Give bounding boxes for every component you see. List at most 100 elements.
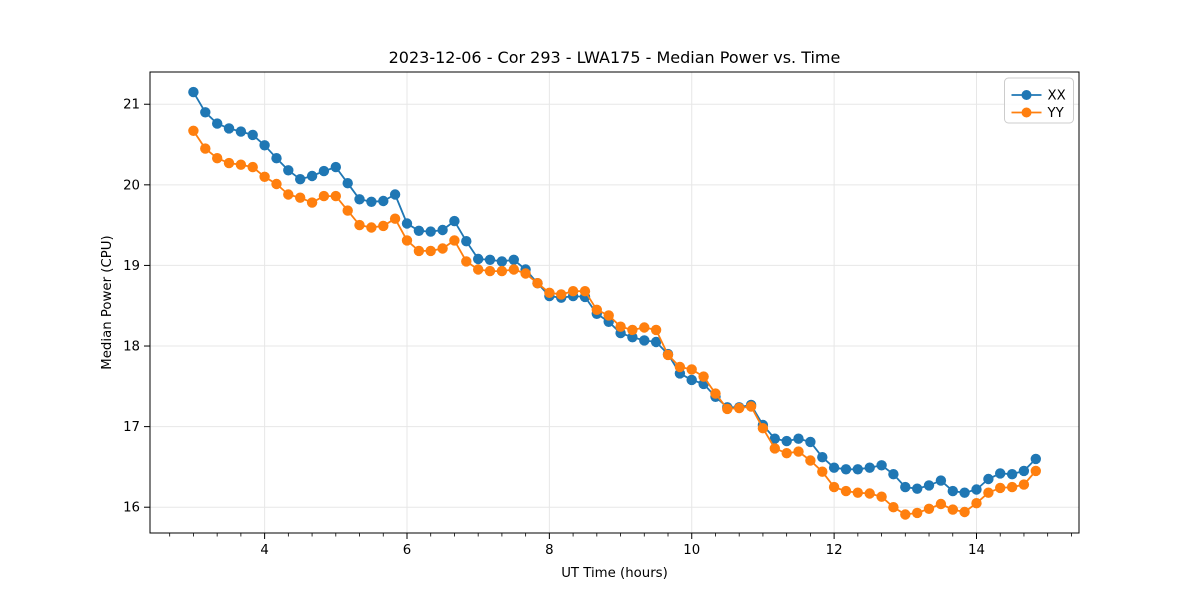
legend-entry-label: YY — [1047, 106, 1065, 121]
data-point-yy — [532, 278, 543, 289]
data-point-yy — [840, 485, 852, 497]
data-point-xx — [425, 226, 436, 237]
data-point-yy — [805, 455, 816, 466]
data-point-yy — [912, 507, 923, 519]
data-point-yy — [437, 243, 448, 254]
data-point-yy — [745, 401, 757, 412]
data-point-yy — [259, 171, 270, 182]
data-point-yy — [639, 322, 650, 333]
data-point-xx — [473, 253, 484, 265]
data-point-yy — [354, 219, 365, 231]
series-xx — [188, 86, 1042, 498]
series-yy — [188, 125, 1042, 520]
data-point-yy — [306, 197, 318, 208]
data-point-xx — [912, 483, 923, 494]
data-point-yy — [852, 487, 863, 498]
data-point-yy — [544, 287, 555, 298]
data-point-xx — [947, 485, 958, 497]
data-point-xx — [259, 140, 270, 151]
axes: 4 6 8 10 12 14 16 17 18 19 20 21 — [123, 71, 1080, 558]
data-point-yy — [603, 310, 614, 321]
data-point-xx — [935, 475, 947, 486]
data-point-yy — [401, 235, 413, 246]
data-point-xx — [354, 194, 365, 205]
data-point-yy — [556, 289, 567, 300]
data-point-xx — [508, 254, 519, 265]
data-point-yy — [200, 143, 211, 154]
data-point-yy — [793, 446, 804, 457]
data-point-xx — [923, 480, 935, 491]
data-point-xx — [247, 129, 258, 141]
data-point-xx — [888, 469, 899, 480]
data-point-xx — [212, 118, 223, 129]
x-tick-label: 8 — [545, 543, 553, 558]
x-tick-label: 4 — [260, 543, 268, 558]
gridlines — [150, 72, 1079, 533]
data-point-yy — [722, 403, 733, 415]
y-axis-label: Median Power (CPU) — [100, 235, 115, 369]
data-point-yy — [734, 402, 745, 414]
data-point-xx — [401, 218, 413, 229]
data-point-yy — [876, 491, 887, 502]
data-point-xx — [995, 468, 1006, 479]
data-point-xx — [805, 436, 816, 448]
data-point-yy — [710, 388, 721, 399]
data-point-yy — [378, 220, 389, 232]
data-point-yy — [662, 349, 674, 361]
data-point-yy — [579, 286, 591, 297]
data-point-yy — [983, 487, 994, 498]
data-point-yy — [1030, 465, 1042, 477]
data-point-yy — [271, 178, 282, 190]
data-point-yy — [828, 481, 840, 493]
data-point-yy — [769, 443, 780, 454]
legend: XX YY — [1004, 77, 1074, 124]
x-tick-label: 6 — [403, 543, 411, 558]
legend-entry-label: XX — [1048, 89, 1066, 104]
data-point-yy — [342, 205, 353, 216]
data-point-yy — [212, 153, 223, 164]
data-point-yy — [757, 423, 769, 434]
data-point-xx — [413, 225, 425, 236]
data-point-yy — [1018, 479, 1030, 490]
data-point-xx — [627, 332, 638, 343]
data-point-xx — [840, 464, 852, 475]
data-point-xx — [959, 487, 970, 498]
data-point-yy — [698, 371, 709, 382]
data-point-yy — [888, 502, 899, 513]
data-point-yy — [520, 268, 531, 279]
y-tick-label: 16 — [123, 501, 140, 516]
data-point-yy — [971, 498, 982, 509]
data-point-xx — [983, 473, 994, 485]
plot-border — [149, 71, 1080, 534]
y-tick-label: 20 — [123, 178, 140, 193]
x-tick-label: 10 — [683, 543, 700, 558]
data-point-xx — [769, 433, 780, 444]
data-point-xx — [389, 189, 401, 200]
data-point-xx — [378, 195, 389, 207]
data-point-xx — [817, 452, 828, 463]
data-point-xx — [1018, 465, 1030, 477]
data-point-yy — [900, 509, 911, 520]
y-tick-label: 17 — [123, 420, 140, 435]
data-point-xx — [318, 165, 330, 177]
data-point-yy — [496, 265, 508, 277]
data-point-xx — [484, 254, 496, 265]
data-point-yy — [674, 361, 686, 373]
data-point-yy — [591, 304, 602, 315]
data-point-yy — [508, 264, 519, 275]
legend-marker-dot — [1021, 90, 1032, 100]
data-point-yy — [473, 264, 484, 275]
data-point-yy — [995, 482, 1006, 494]
data-point-xx — [793, 433, 804, 444]
data-point-yy — [235, 159, 247, 170]
data-point-yy — [817, 466, 828, 477]
data-point-yy — [366, 222, 377, 233]
data-point-yy — [389, 213, 401, 224]
data-point-xx — [449, 215, 460, 227]
data-point-xx — [828, 462, 840, 473]
data-point-xx — [971, 484, 982, 495]
legend-marker-dot — [1021, 107, 1032, 118]
data-point-yy — [627, 324, 638, 336]
